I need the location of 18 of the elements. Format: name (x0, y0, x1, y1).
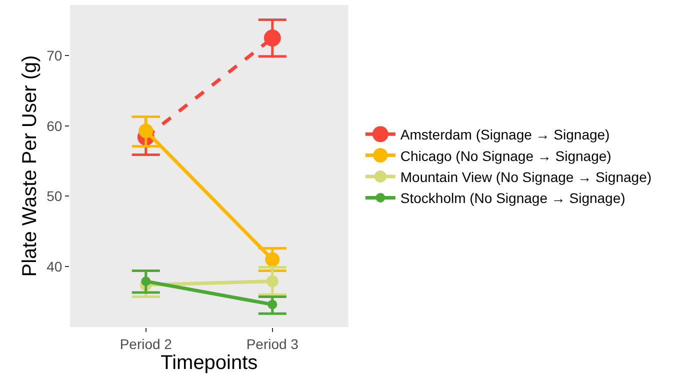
y-axis-title: Plate Waste Per User (g) (19, 55, 42, 277)
x-tick-label: Period 2 (120, 336, 172, 352)
x-axis-title: Timepoints (160, 352, 258, 374)
point (266, 275, 278, 288)
point (268, 300, 278, 310)
legend-label: Stockholm (No Signage → Signage) (400, 190, 626, 206)
point (264, 30, 281, 47)
legend-label: Mountain View (No Signage → Signage) (400, 168, 652, 185)
legend-label: Amsterdam (Signage → Signage) (400, 126, 610, 143)
y-tick-label: 70 (46, 48, 62, 64)
point (141, 276, 151, 286)
y-tick-label: 40 (46, 258, 62, 274)
y-tick-label: 50 (46, 188, 62, 204)
legend-label: Chicago (No Signage → Signage) (400, 148, 612, 164)
point (138, 124, 154, 138)
y-tick-label: 60 (46, 118, 62, 134)
x-tick-label: Period 3 (246, 336, 299, 352)
point (265, 252, 280, 267)
